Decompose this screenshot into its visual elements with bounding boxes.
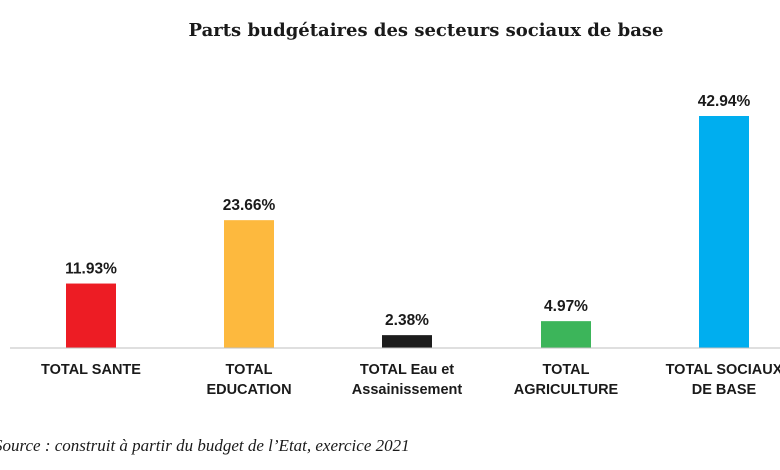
data-label-2: 23.66% [223, 197, 276, 214]
data-label-4: 4.97% [544, 298, 588, 315]
bar-1 [66, 283, 116, 348]
category-label-5-line-1: TOTAL SOCIAUX [666, 362, 780, 378]
category-label-3-line-2: Assainissement [352, 382, 463, 398]
bar-5 [699, 116, 749, 348]
data-label-3: 2.38% [385, 312, 429, 329]
data-label-1: 11.93% [65, 261, 117, 278]
category-label-2-line-2: EDUCATION [206, 382, 291, 398]
bar-4 [541, 321, 591, 348]
category-label-3-line-1: TOTAL Eau et [360, 362, 454, 378]
category-labels-group: TOTAL SANTE TOTAL EDUCATION TOTAL Eau et Ass… [41, 362, 780, 398]
category-label-1-line-1: TOTAL SANTE [41, 362, 141, 378]
category-label-4-line-1: TOTAL [543, 362, 590, 378]
data-label-5: 42.94% [698, 93, 751, 110]
bar-2 [224, 220, 274, 348]
source-note: Source : construit à partir du budget de… [0, 436, 410, 455]
category-label-5-line-2: DE BASE [692, 382, 757, 398]
category-label-2-line-1: TOTAL [226, 362, 273, 378]
bars-group [66, 116, 749, 348]
labels-group: 11.93% 23.66% 2.38% 4.97% 42.94% [65, 93, 750, 329]
chart-title: Parts budgétaires des secteurs sociaux d… [189, 20, 664, 41]
category-label-4-line-2: AGRICULTURE [514, 382, 619, 398]
bar-3 [382, 335, 432, 348]
